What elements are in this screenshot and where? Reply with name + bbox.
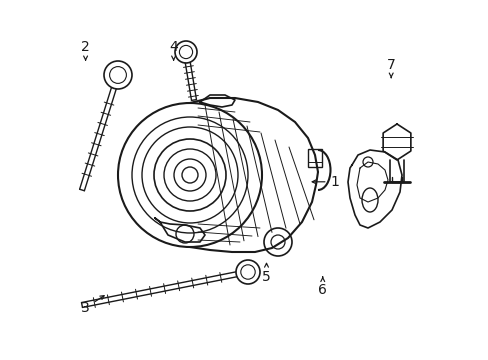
Text: 5: 5: [262, 263, 270, 284]
Text: 7: 7: [386, 58, 395, 77]
Bar: [307, 149, 321, 167]
Text: 1: 1: [311, 175, 339, 189]
Text: 3: 3: [81, 296, 104, 315]
Text: 4: 4: [169, 40, 178, 60]
Text: 2: 2: [81, 40, 90, 60]
Text: 6: 6: [318, 277, 326, 297]
